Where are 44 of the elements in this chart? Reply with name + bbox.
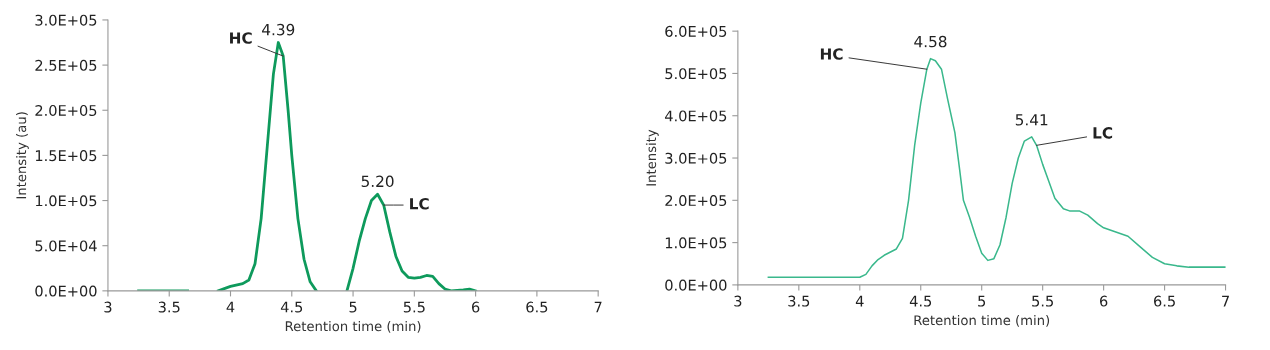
y-tick-label: 0.0E+00 <box>35 285 97 297</box>
y-tick-label: 3.0E+05 <box>665 152 727 164</box>
y-tick-label: 5.0E+05 <box>665 68 727 80</box>
x-tick-label: 4 <box>226 301 235 313</box>
x-tick-label: 3.5 <box>158 301 180 313</box>
y-tick-label: 2.5E+05 <box>35 59 97 71</box>
y-tick-label: 1.5E+05 <box>35 150 97 162</box>
x-tick-label: 5.5 <box>1032 295 1053 307</box>
x-tick-label: 3 <box>734 295 742 307</box>
x-axis-title: Retention time (min) <box>914 314 1050 327</box>
x-axis-title: Retention time (min) <box>285 320 421 333</box>
x-tick-label: 4.5 <box>280 301 303 313</box>
y-tick-label: 0.0E+00 <box>665 279 727 291</box>
annotation: HC <box>230 32 252 44</box>
annotation: LC <box>1093 127 1113 139</box>
x-tick-label: 4 <box>855 295 864 307</box>
x-tick-label: 6 <box>1100 295 1108 307</box>
x-tick-label: 7 <box>1222 295 1229 307</box>
y-tick-label: 4.0E+05 <box>664 110 727 122</box>
x-tick-label: 5 <box>978 295 986 307</box>
x-tick-label: 3.5 <box>788 295 810 307</box>
x-tick-label: 6 <box>471 301 480 313</box>
annotation: 4.58 <box>914 35 947 48</box>
x-tick-label: 5.5 <box>403 301 425 313</box>
y-axis-title: Intensity (au) <box>16 112 29 199</box>
x-tick-label: 3 <box>104 301 112 313</box>
y-tick-label: 1.0E+05 <box>35 195 97 207</box>
annotation: 4.39 <box>262 23 295 36</box>
x-tick-label: 5 <box>349 301 357 313</box>
annotation: 5.41 <box>1015 114 1048 126</box>
x-tick-label: 7 <box>594 301 602 313</box>
x-tick-label: 6.5 <box>526 301 548 313</box>
x-tick-label: 4.5 <box>909 295 932 307</box>
y-tick-label: 2.0E+05 <box>665 195 727 207</box>
y-tick-label: 2.0E+05 <box>35 104 97 116</box>
annotation: 5.20 <box>361 175 394 188</box>
y-axis-title: Intensity <box>645 129 659 186</box>
annotation: LC <box>410 197 429 210</box>
y-tick-label: 1.0E+05 <box>665 237 727 249</box>
x-tick-label: 6.5 <box>1154 295 1175 307</box>
y-tick-label: 5.0E+04 <box>35 240 97 252</box>
y-tick-label: 3.0E+05 <box>35 14 97 26</box>
annotation: HC <box>820 48 843 60</box>
y-tick-label: 6.0E+05 <box>665 25 727 37</box>
